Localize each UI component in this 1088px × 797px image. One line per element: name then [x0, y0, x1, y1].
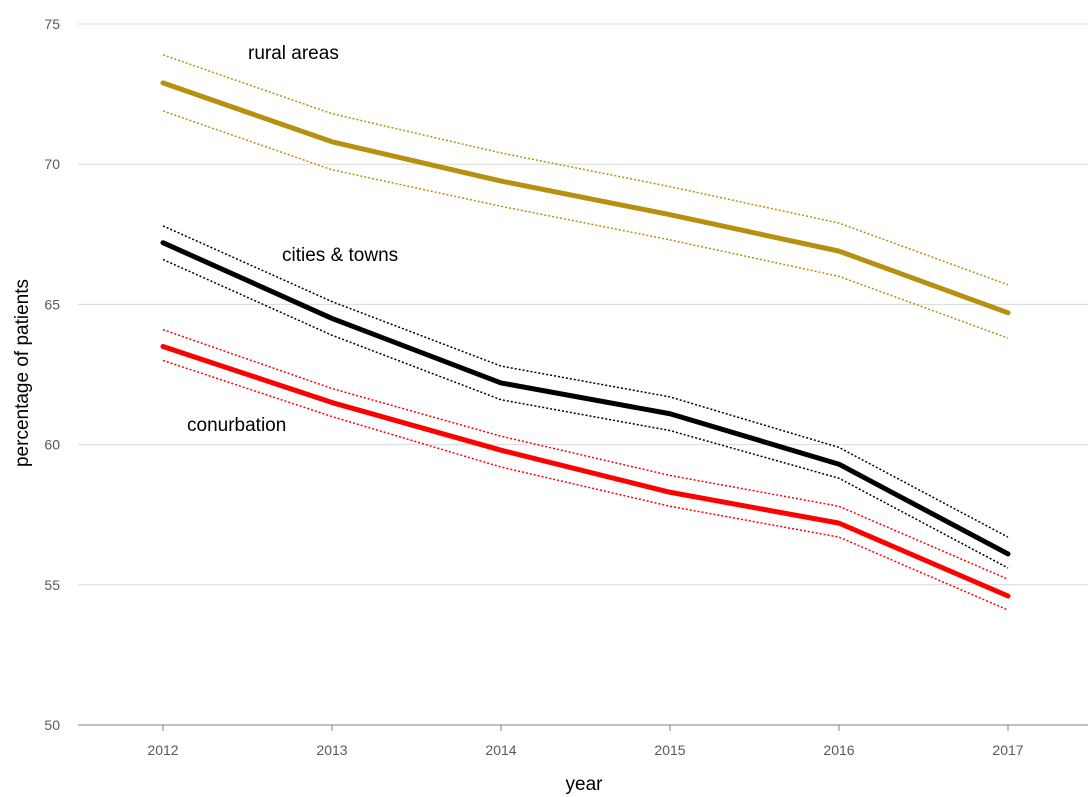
- y-tick-labels: 50 55 60 65 70 75: [44, 16, 60, 733]
- x-tick-label: 2012: [147, 742, 178, 758]
- x-tick-label: 2017: [992, 742, 1023, 758]
- label-cities-towns: cities & towns: [282, 245, 398, 266]
- x-tick-label: 2015: [654, 742, 685, 758]
- series-lines: [160, 54, 1011, 611]
- x-tick-label: 2013: [316, 742, 347, 758]
- x-tick-label: 2016: [823, 742, 854, 758]
- series-upper-bound-conurbation: [162, 328, 1009, 580]
- series-line-conurbation: [160, 343, 1011, 599]
- gridlines: [78, 23, 1088, 586]
- series-upper-bound-rural-areas: [162, 54, 1009, 286]
- y-tick-label: 70: [44, 156, 60, 172]
- series-lower-bound-rural-areas: [162, 110, 1009, 339]
- y-axis-title: percentage of patients: [12, 279, 33, 467]
- y-tick-label: 60: [44, 437, 60, 453]
- series-line-cities-towns: [160, 240, 1011, 557]
- x-axis-title: year: [566, 774, 604, 795]
- y-tick-label: 55: [44, 577, 60, 593]
- series-line-rural-areas: [160, 80, 1011, 316]
- y-tick-label: 50: [44, 717, 60, 733]
- x-tick-labels: 2012 2013 2014 2015 2016 2017: [147, 725, 1024, 758]
- y-tick-label: 75: [44, 16, 60, 32]
- series-upper-bound-cities-towns: [162, 225, 1009, 538]
- y-tick-label: 65: [44, 296, 60, 312]
- series-lower-bound-cities-towns: [162, 258, 1009, 569]
- label-conurbation: conurbation: [187, 415, 286, 436]
- label-rural-areas: rural areas: [248, 43, 339, 64]
- series-lower-bound-conurbation: [162, 359, 1009, 611]
- x-tick-label: 2014: [485, 742, 516, 758]
